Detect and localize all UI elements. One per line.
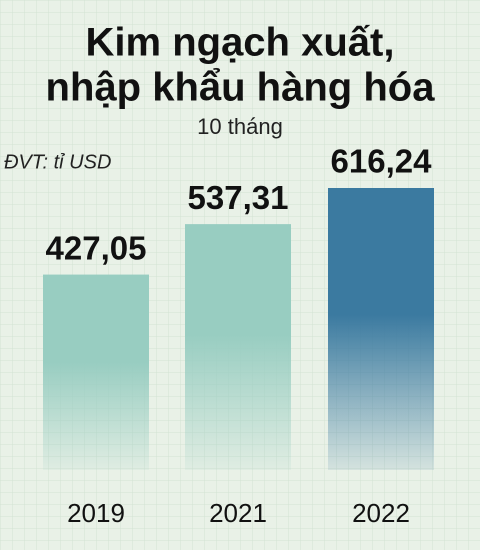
bar bbox=[185, 224, 291, 470]
bar bbox=[43, 274, 149, 470]
value-label: 616,24 bbox=[331, 143, 433, 180]
value-label: 537,31 bbox=[188, 179, 289, 216]
chart-title: Kim ngạch xuất, bbox=[86, 21, 395, 65]
value-label: 427,05 bbox=[46, 229, 147, 266]
unit-label: ĐVT: tỉ USD bbox=[4, 151, 111, 173]
bar bbox=[328, 188, 434, 470]
x-tick-label: 2022 bbox=[352, 498, 410, 528]
chart-subtitle: 10 tháng bbox=[197, 114, 283, 139]
chart-title: nhập khẩu hàng hóa bbox=[46, 66, 436, 110]
x-tick-label: 2021 bbox=[209, 498, 267, 528]
x-tick-label: 2019 bbox=[67, 498, 125, 528]
